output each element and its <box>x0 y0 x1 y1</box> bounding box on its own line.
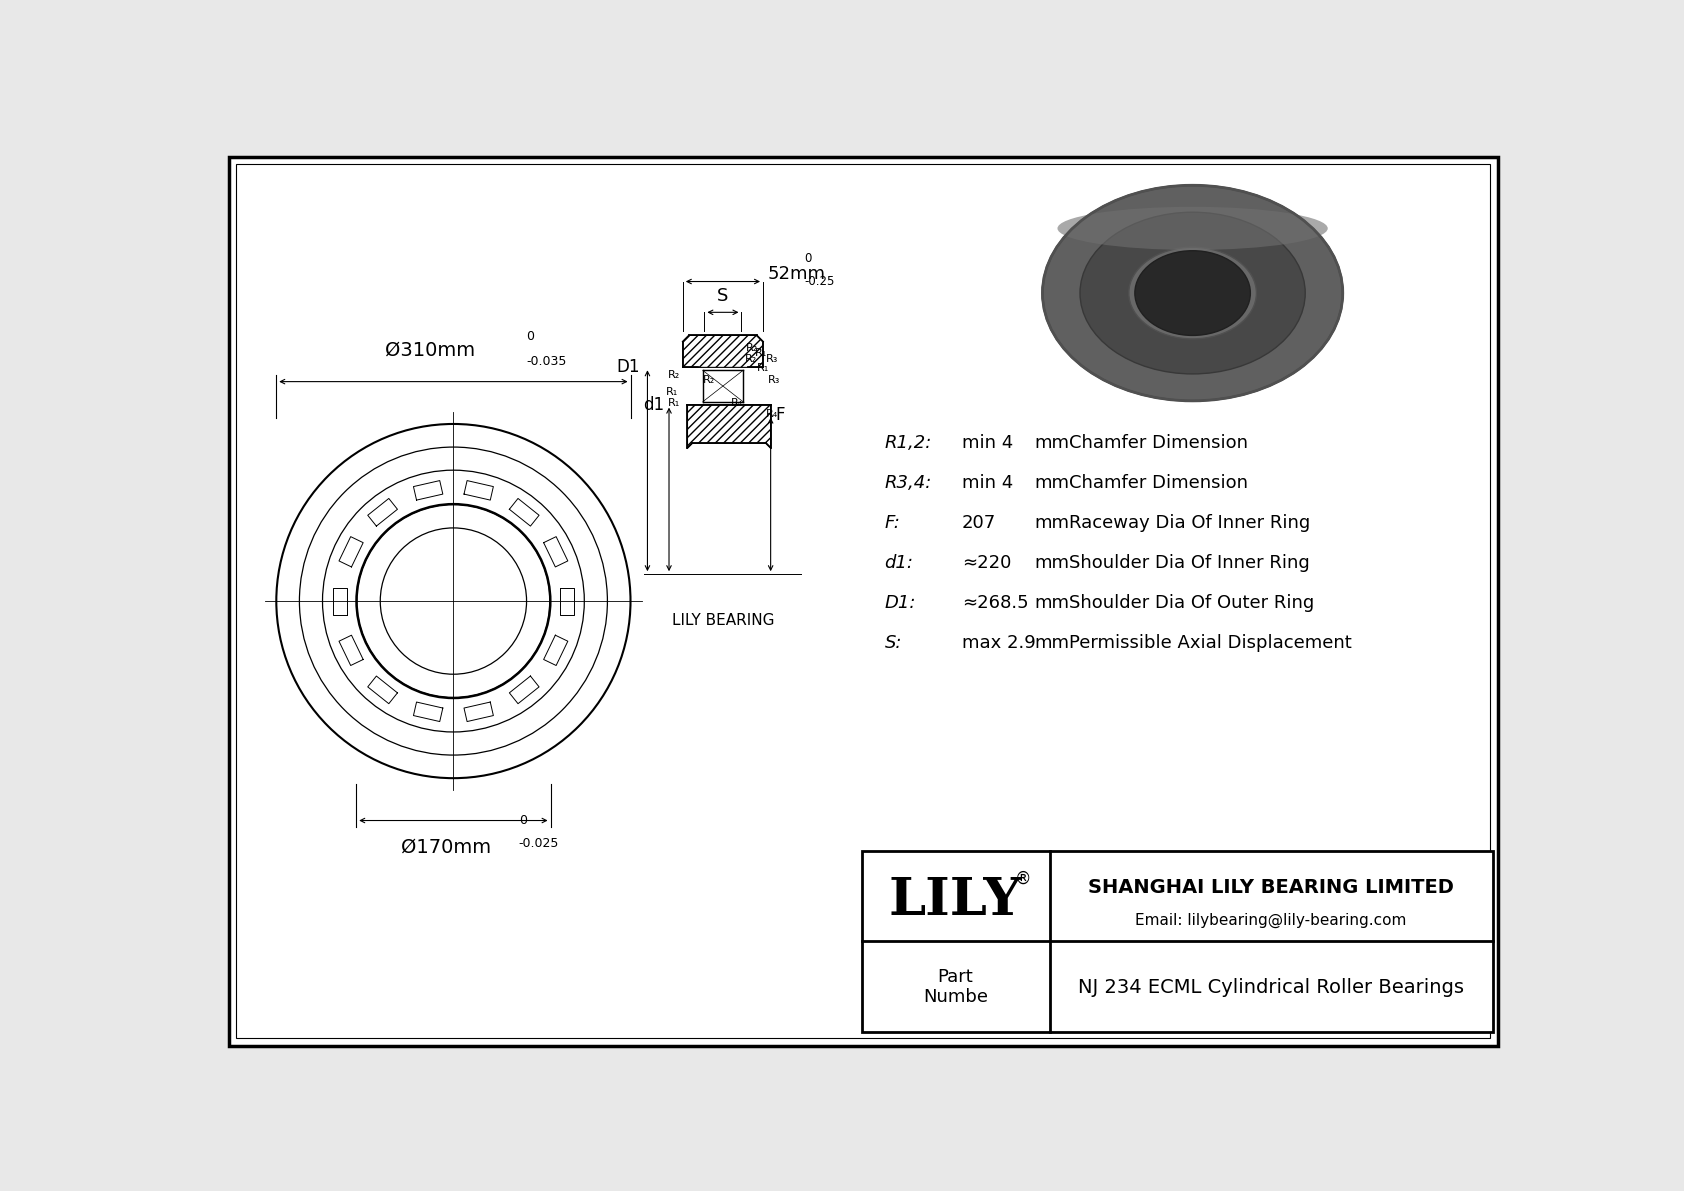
Text: R₂: R₂ <box>744 354 756 364</box>
Text: LILY BEARING: LILY BEARING <box>672 612 775 628</box>
Text: Chamfer Dimension: Chamfer Dimension <box>1069 474 1248 492</box>
Text: R3,4:: R3,4: <box>884 474 931 492</box>
Text: mm: mm <box>1034 474 1069 492</box>
Text: R₁: R₁ <box>667 398 680 407</box>
Text: NJ 234 ECML Cylindrical Roller Bearings: NJ 234 ECML Cylindrical Roller Bearings <box>1078 978 1463 997</box>
Text: mm: mm <box>1034 594 1069 612</box>
Text: R₂: R₂ <box>702 375 716 385</box>
Text: Email: lilybearing@lily-bearing.com: Email: lilybearing@lily-bearing.com <box>1135 912 1406 928</box>
Text: R₁: R₁ <box>756 363 770 373</box>
Text: Chamfer Dimension: Chamfer Dimension <box>1069 435 1248 453</box>
Text: D1: D1 <box>616 358 640 376</box>
Text: 0: 0 <box>805 251 812 264</box>
Text: mm: mm <box>1034 515 1069 532</box>
Text: 207: 207 <box>962 515 995 532</box>
Ellipse shape <box>1058 207 1327 250</box>
Text: -0.025: -0.025 <box>519 837 559 850</box>
Text: max 2.9: max 2.9 <box>962 635 1036 653</box>
Text: Shoulder Dia Of Inner Ring: Shoulder Dia Of Inner Ring <box>1069 554 1310 573</box>
Text: R₄: R₄ <box>766 410 778 419</box>
Text: min 4: min 4 <box>962 435 1012 453</box>
Text: Ø170mm: Ø170mm <box>401 837 490 856</box>
Ellipse shape <box>1135 251 1250 336</box>
Text: 0: 0 <box>527 330 534 343</box>
Text: SHANGHAI LILY BEARING LIMITED: SHANGHAI LILY BEARING LIMITED <box>1088 878 1453 897</box>
Text: Permissible Axial Displacement: Permissible Axial Displacement <box>1069 635 1352 653</box>
Text: Shoulder Dia Of Outer Ring: Shoulder Dia Of Outer Ring <box>1069 594 1315 612</box>
Text: -0.25: -0.25 <box>805 275 835 288</box>
Text: mm: mm <box>1034 435 1069 453</box>
Ellipse shape <box>1128 248 1256 339</box>
Text: D1:: D1: <box>884 594 916 612</box>
Bar <box>862 852 1494 1033</box>
Text: Ø310mm: Ø310mm <box>386 341 475 360</box>
Text: F: F <box>775 406 785 424</box>
Text: -0.035: -0.035 <box>527 355 568 368</box>
Text: mm: mm <box>1034 554 1069 573</box>
Text: Raceway Dia Of Inner Ring: Raceway Dia Of Inner Ring <box>1069 515 1310 532</box>
Text: R₁: R₁ <box>665 387 679 397</box>
Text: 0: 0 <box>519 813 527 827</box>
Text: S:: S: <box>884 635 903 653</box>
Text: S: S <box>717 287 729 305</box>
Text: R₃: R₃ <box>768 375 780 385</box>
Text: ®: ® <box>1015 869 1032 887</box>
Text: F:: F: <box>884 515 901 532</box>
Text: R₂: R₂ <box>667 370 680 380</box>
Ellipse shape <box>1079 212 1305 374</box>
Text: R₃: R₃ <box>766 354 778 364</box>
Text: ≈268.5: ≈268.5 <box>962 594 1029 612</box>
Text: d1: d1 <box>643 395 665 413</box>
Text: Part
Numbe: Part Numbe <box>923 967 989 1006</box>
Text: d1:: d1: <box>884 554 914 573</box>
Text: ≈220: ≈220 <box>962 554 1010 573</box>
Text: R₁: R₁ <box>754 348 768 357</box>
Text: R1,2:: R1,2: <box>884 435 931 453</box>
Text: mm: mm <box>1034 635 1069 653</box>
Text: R₂: R₂ <box>746 343 758 353</box>
Text: LILY: LILY <box>889 874 1022 925</box>
Text: 52mm: 52mm <box>768 264 825 282</box>
Text: R₄: R₄ <box>731 398 743 407</box>
Ellipse shape <box>1042 186 1342 401</box>
Text: min 4: min 4 <box>962 474 1012 492</box>
